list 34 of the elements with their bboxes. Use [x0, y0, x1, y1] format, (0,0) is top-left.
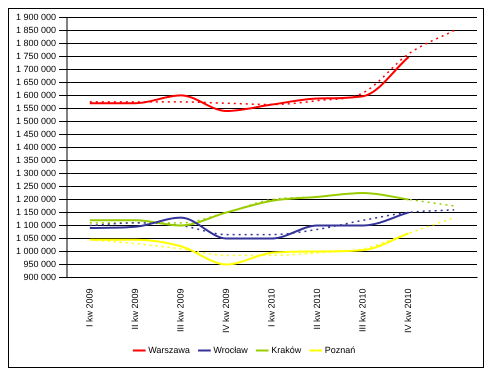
legend-label: Kraków: [271, 344, 302, 355]
y-tick-label: 1 650 000: [16, 76, 56, 87]
y-tick-label: 1 500 000: [16, 116, 56, 126]
y-tick-label: 1 700 000: [16, 64, 56, 74]
x-tick-label: IV kw 2009: [220, 288, 231, 334]
y-tick-label: 1 750 000: [16, 50, 56, 61]
y-tick-label: 1 350 000: [16, 154, 56, 165]
y-tick-label: 1 000 000: [16, 246, 56, 256]
y-tick-label: 1 800 000: [16, 38, 56, 48]
legend-label: Poznań: [324, 344, 356, 355]
y-tick-label: 1 400 000: [16, 142, 56, 152]
y-tick-label: 950 000: [23, 258, 56, 269]
y-tick-label: 900 000: [23, 272, 56, 282]
y-tick-label: 1 450 000: [16, 128, 56, 139]
x-tick-label: I kw 2010: [266, 288, 277, 328]
x-tick-label: III kw 2009: [175, 288, 186, 332]
y-tick-label: 1 200 000: [16, 194, 56, 204]
legend-label: Warszawa: [148, 344, 190, 355]
y-tick-label: 1 600 000: [16, 90, 56, 100]
x-tick-label: IV kw 2010: [403, 288, 414, 334]
line-series: [89, 209, 455, 236]
x-tick-label: II kw 2009: [130, 288, 140, 330]
x-tick-label: I kw 2009: [84, 288, 94, 328]
y-tick-label: 1 250 000: [16, 180, 56, 191]
y-tick-label: 1 050 000: [16, 232, 56, 243]
y-tick-label: 1 150 000: [16, 206, 56, 217]
y-tick-label: 1 850 000: [16, 24, 56, 35]
y-tick-label: 1 900 000: [16, 12, 56, 22]
x-tick-label: II kw 2010: [312, 288, 322, 330]
y-tick-label: 1 100 000: [16, 220, 56, 230]
legend-label: Wrocław: [213, 344, 248, 355]
y-tick-label: 1 300 000: [16, 168, 56, 178]
x-tick-label: III kw 2010: [358, 288, 368, 332]
y-tick-label: 1 550 000: [16, 102, 56, 113]
